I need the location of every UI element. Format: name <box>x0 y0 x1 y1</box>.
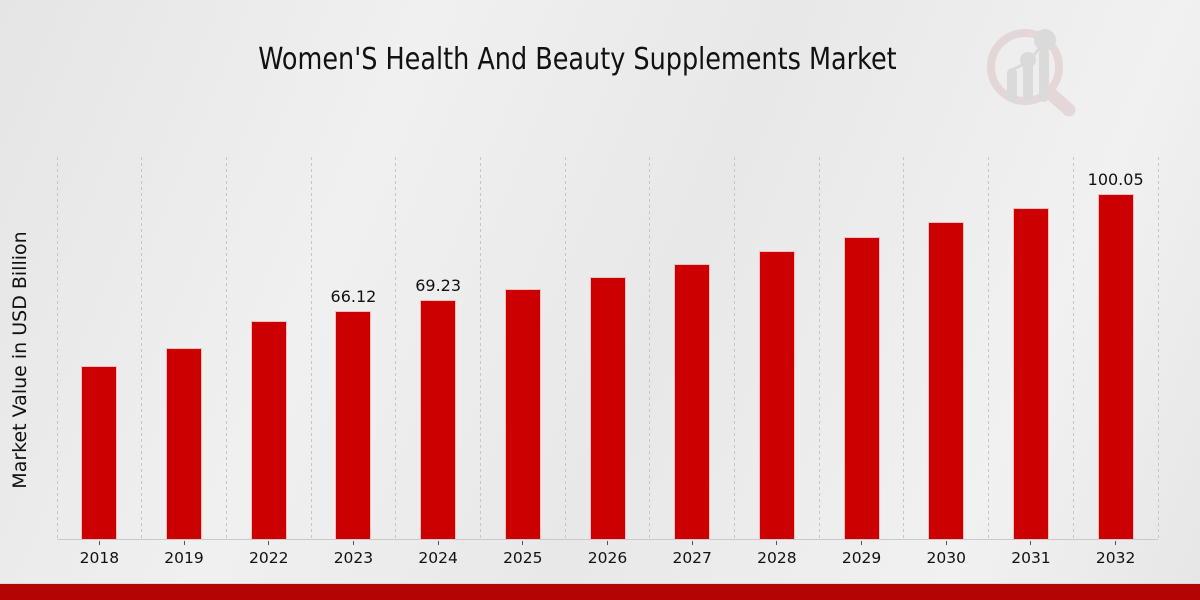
bar-2031 <box>1012 207 1049 539</box>
bar-value-label-2023: 66.12 <box>330 286 377 306</box>
bar-2027 <box>674 263 711 539</box>
x-axis-tick <box>1030 541 1032 545</box>
x-axis-tick <box>776 541 778 545</box>
plot-area: 2018 2019 2022 66.12 2023 69.23 2024 2025 2026 20… <box>56 157 1159 567</box>
gridline <box>310 157 312 539</box>
x-axis-tick <box>945 541 947 545</box>
x-axis-tick <box>183 541 185 545</box>
gridline <box>225 157 227 539</box>
gridline <box>564 157 566 539</box>
x-axis-label-2022: 2022 <box>248 549 289 567</box>
bar-2023 <box>335 310 372 539</box>
x-axis-label-2028: 2028 <box>757 549 797 567</box>
gridline <box>649 157 651 539</box>
magnifier-growth-chart-logo <box>987 29 1076 117</box>
x-axis-tick <box>691 541 693 545</box>
gridline <box>818 157 820 539</box>
bar-2022 <box>250 320 287 539</box>
gridline <box>395 157 397 539</box>
logo-growth-line <box>1011 42 1046 72</box>
x-axis-tick <box>437 541 439 545</box>
bar-2019 <box>166 348 203 539</box>
bar-2025 <box>504 288 541 539</box>
logo-dot-mid <box>1020 52 1036 68</box>
gridline <box>903 157 905 539</box>
x-axis-label-2025: 2025 <box>503 549 543 567</box>
logo-ring <box>987 29 1063 105</box>
x-axis-label-2031: 2031 <box>1011 549 1051 567</box>
logo-bar-short <box>1007 68 1017 102</box>
bar-2024 <box>420 300 457 539</box>
bar-value-label-2024: 69.23 <box>415 276 462 296</box>
logo-bar-tall <box>1039 48 1049 102</box>
bar-2030 <box>928 221 965 539</box>
x-axis-label-2029: 2029 <box>841 549 882 567</box>
chart-title: Women'S Health And Beauty Supplements Ma… <box>258 42 897 77</box>
bar-2029 <box>843 236 880 539</box>
x-axis-label-2027: 2027 <box>672 549 712 567</box>
logo-dot-top <box>1034 29 1056 51</box>
bottom-accent-strip <box>0 583 1200 600</box>
bar-2026 <box>589 276 626 539</box>
x-axis-label-2024: 2024 <box>418 549 458 567</box>
bar-value-label-2032: 100.05 <box>1087 169 1144 189</box>
logo-bar-medium <box>1023 58 1033 102</box>
x-axis-tick <box>98 541 100 545</box>
x-axis-tick <box>607 541 608 545</box>
gridline <box>734 157 736 539</box>
x-axis-label-2023: 2023 <box>333 549 374 567</box>
x-axis-label-2032: 2032 <box>1095 549 1136 567</box>
gridline <box>1157 157 1159 539</box>
bar-2018 <box>81 366 118 539</box>
x-axis-tick <box>522 541 524 545</box>
x-axis-tick <box>268 541 270 545</box>
x-axis-tick <box>861 541 863 545</box>
gridline <box>1072 157 1074 539</box>
bar-2032 <box>1097 193 1134 539</box>
x-axis-tick <box>352 541 354 545</box>
logo-handle <box>1043 86 1076 117</box>
x-axis-label-2030: 2030 <box>926 549 966 567</box>
gridline <box>479 157 481 539</box>
gridline <box>988 157 990 539</box>
bar-2028 <box>758 250 795 539</box>
x-axis-label-2018: 2018 <box>79 549 120 567</box>
gridline <box>141 157 143 539</box>
x-axis-label-2019: 2019 <box>164 549 204 567</box>
gridline <box>56 157 58 539</box>
x-axis-tick <box>1115 541 1117 545</box>
y-axis-label: Market Value in USD Billion <box>9 231 31 489</box>
x-axis-label-2026: 2026 <box>587 549 628 567</box>
